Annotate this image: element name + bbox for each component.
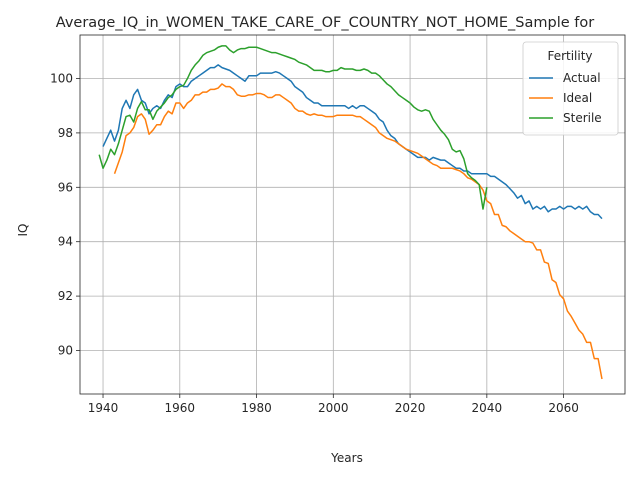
chart-title: Average_IQ_in_WOMEN_TAKE_CARE_OF_COUNTRY… bbox=[56, 15, 594, 31]
y-tick-label: 100 bbox=[50, 72, 73, 86]
legend-label-sterile: Sterile bbox=[563, 111, 602, 125]
x-axis: 1940 1960 1980 2000 2020 2040 2060 bbox=[88, 394, 579, 415]
x-tick-label: 1980 bbox=[241, 401, 272, 415]
legend: Fertility Actual Ideal Sterile bbox=[522, 41, 619, 136]
plot-frame bbox=[79, 34, 626, 395]
y-tick-label: 90 bbox=[58, 343, 73, 357]
series-layer bbox=[98, 45, 603, 380]
x-tick-label: 2060 bbox=[548, 401, 579, 415]
grid-lines bbox=[80, 35, 625, 394]
series-line-sterile bbox=[98, 45, 488, 210]
series-line-actual bbox=[102, 64, 603, 220]
y-tick-label: 98 bbox=[58, 126, 73, 140]
y-tick-label: 92 bbox=[58, 289, 73, 303]
y-axis: 90 92 94 96 98 100 bbox=[50, 72, 80, 357]
x-tick-label: 2040 bbox=[472, 401, 503, 415]
y-tick-label: 96 bbox=[58, 180, 73, 194]
x-tick-label: 1960 bbox=[165, 401, 196, 415]
legend-label-actual: Actual bbox=[563, 71, 601, 85]
legend-title: Fertility bbox=[547, 49, 592, 63]
legend-label-ideal: Ideal bbox=[563, 91, 592, 105]
x-axis-label: Years bbox=[330, 451, 363, 465]
y-axis-label: IQ bbox=[16, 224, 30, 237]
legend-items: Actual Ideal Sterile bbox=[529, 71, 602, 125]
y-tick-label: 94 bbox=[58, 235, 73, 249]
legend-box bbox=[522, 41, 619, 136]
x-tick-label: 2020 bbox=[395, 401, 426, 415]
x-tick-label: 1940 bbox=[88, 401, 119, 415]
series-line-ideal bbox=[113, 83, 603, 380]
x-tick-label: 2000 bbox=[318, 401, 349, 415]
